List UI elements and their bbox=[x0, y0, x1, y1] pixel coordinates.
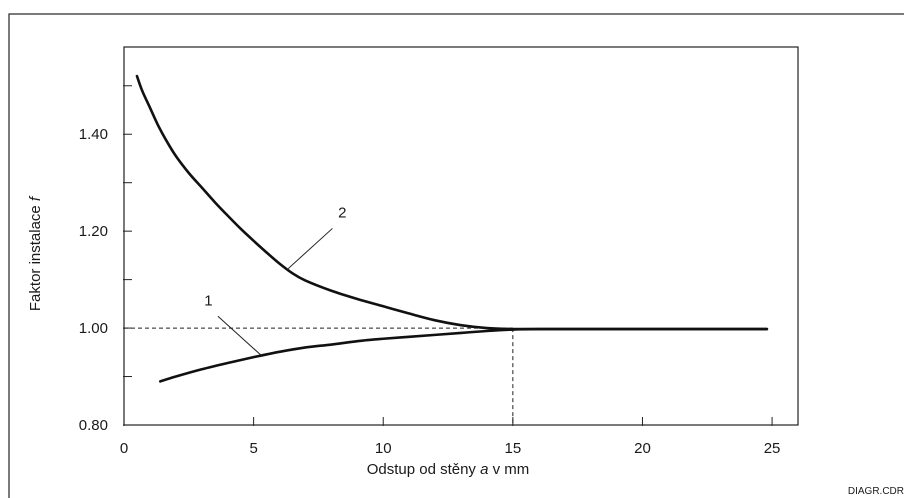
y-axis-label-variable: f bbox=[27, 195, 44, 201]
callout-layer: 12 bbox=[204, 204, 346, 356]
x-tick-label: 20 bbox=[634, 440, 651, 457]
x-axis-label: Odstup od stěny a v mm bbox=[367, 461, 530, 478]
y-tick-label: 1.40 bbox=[79, 126, 108, 143]
file-code: DIAGR.CDR bbox=[848, 486, 904, 497]
x-axis-label-variable: a bbox=[480, 461, 488, 478]
x-tick-label: 10 bbox=[375, 440, 392, 457]
y-axis-label: Faktor instalace f bbox=[27, 195, 44, 311]
x-axis-label-unit: v mm bbox=[488, 461, 529, 478]
y-tick-label: 1.00 bbox=[79, 320, 108, 337]
x-tick-label: 25 bbox=[764, 440, 781, 457]
y-tick-label: 1.20 bbox=[79, 223, 108, 240]
plot-area-frame bbox=[123, 46, 799, 426]
callout-label-2: 2 bbox=[338, 204, 346, 221]
x-axis-ticks: 0 5 10 15 20 25 bbox=[120, 417, 781, 457]
y-axis-ticks: 0.80 1.00 1.20 1.40 bbox=[79, 85, 132, 434]
x-tick-label: 5 bbox=[249, 440, 257, 457]
x-axis-label-text: Odstup od stěny bbox=[367, 461, 480, 478]
x-tick-label: 15 bbox=[505, 440, 522, 457]
x-tick-label: 0 bbox=[120, 440, 128, 457]
callout-leader-2 bbox=[286, 228, 333, 270]
callout-leader-1 bbox=[217, 315, 262, 356]
series-layer bbox=[135, 74, 769, 383]
y-tick-label: 0.80 bbox=[79, 417, 108, 434]
series-line-2 bbox=[135, 74, 769, 331]
y-axis-label-text: Faktor instalace bbox=[27, 201, 44, 311]
callout-label-1: 1 bbox=[204, 293, 212, 310]
series-line-1 bbox=[158, 327, 769, 383]
figure-border bbox=[8, 13, 904, 498]
reference-lines bbox=[124, 327, 514, 425]
